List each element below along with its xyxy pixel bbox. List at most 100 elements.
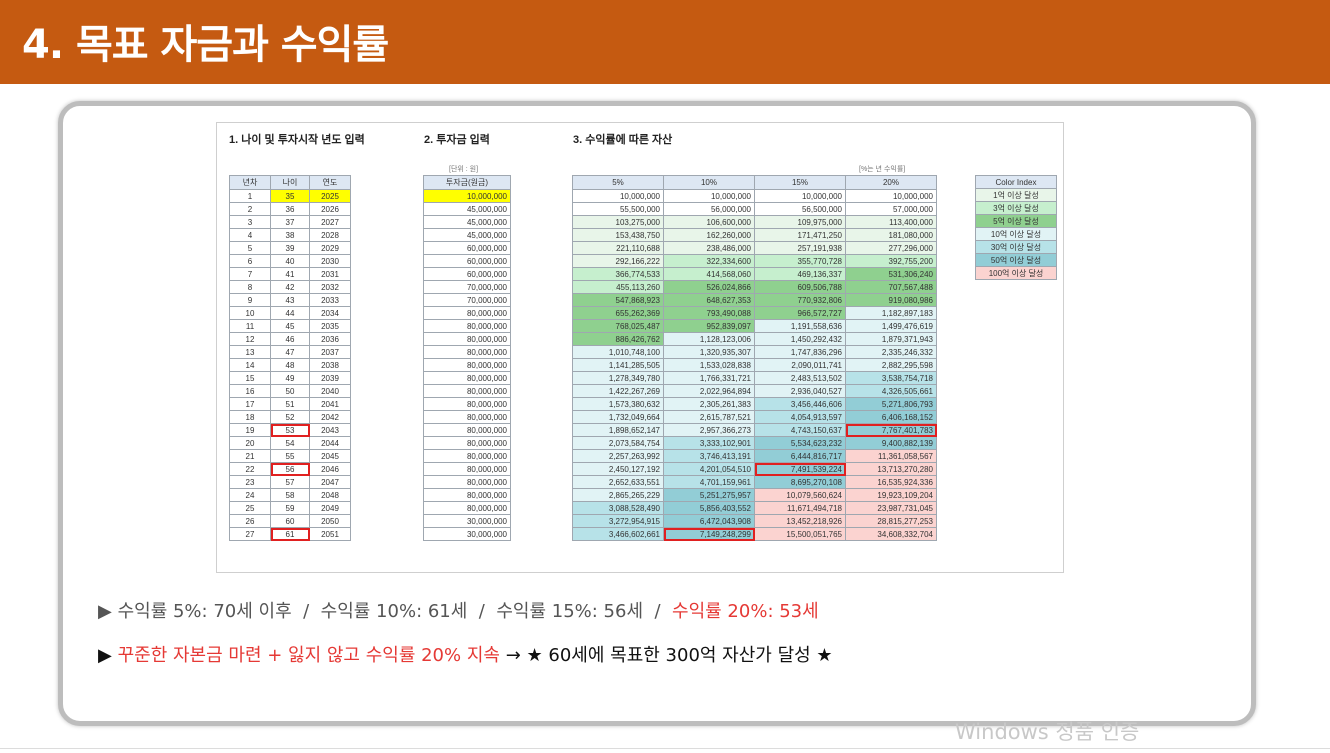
cell: 80,000,000 <box>423 462 511 476</box>
cell: 10,000,000 <box>754 189 846 203</box>
cell: 2033 <box>309 293 351 307</box>
cell: 2032 <box>309 280 351 294</box>
cell: 60,000,000 <box>423 254 511 268</box>
table-row: 80,000,000 <box>423 501 511 515</box>
cell: 25 <box>229 501 271 515</box>
cell: 4,201,054,510 <box>663 462 755 476</box>
cell: 80,000,000 <box>423 397 511 411</box>
cell: 10,000,000 <box>663 189 755 203</box>
cell: 8,695,270,108 <box>754 475 846 489</box>
section-asset-label: 3. 수익률에 따른 자산 <box>573 134 673 146</box>
cell: 80,000,000 <box>423 410 511 424</box>
cell: 80,000,000 <box>423 319 511 333</box>
table-row: 547,868,923 648,627,353 770,932,806 919,080… <box>572 293 937 307</box>
table-row: 80,000,000 <box>423 449 511 463</box>
cell: 10 <box>229 306 271 320</box>
cell: 4,743,150,637 <box>754 423 846 437</box>
cell: 2051 <box>309 527 351 541</box>
cell: 53 <box>270 423 310 437</box>
cell: 1,128,123,006 <box>663 332 755 346</box>
cell: 7 <box>229 267 271 281</box>
cell: 2 <box>229 202 271 216</box>
cell: 48 <box>270 358 310 372</box>
header-cell: 연도 <box>309 175 351 190</box>
table-row: 1,141,285,505 1,533,028,838 2,090,011,741 2… <box>572 358 937 372</box>
table-row: 1,422,267,269 2,022,964,894 2,936,040,527 4… <box>572 384 937 398</box>
cell: 2045 <box>309 449 351 463</box>
header-cell: 년차 <box>229 175 271 190</box>
table-row: 221,110,688 238,486,000 257,191,938 277,296… <box>572 241 937 255</box>
cell: 38 <box>270 228 310 242</box>
table-row: 25 59 2049 <box>229 501 351 515</box>
rate-15-result: 수익률 15%: 56세 <box>496 601 644 622</box>
header-cell: 10% <box>663 175 755 190</box>
cell: 80,000,000 <box>423 436 511 450</box>
table-row: 80,000,000 <box>423 319 511 333</box>
cell: 51 <box>270 397 310 411</box>
rate-20-result: 수익률 20%: 53세 <box>672 601 819 622</box>
cell: 2026 <box>309 202 351 216</box>
cell: 1,573,380,632 <box>572 397 664 411</box>
table-row: 24 58 2048 <box>229 488 351 502</box>
cell: 1,898,652,147 <box>572 423 664 437</box>
table-row: 80,000,000 <box>423 306 511 320</box>
windows-watermark: Windows 정품 인증 <box>955 720 1140 744</box>
table-row: 9 43 2033 <box>229 293 351 307</box>
cell: 34,608,332,704 <box>845 527 937 541</box>
cell: 655,262,369 <box>572 306 664 320</box>
cell: 9,400,882,139 <box>845 436 937 450</box>
cell: 60 <box>270 514 310 528</box>
table-row: 10 44 2034 <box>229 306 351 320</box>
cell: 3,538,754,718 <box>845 371 937 385</box>
table-row: 15 49 2039 <box>229 371 351 385</box>
cell: 12 <box>229 332 271 346</box>
cell: 10,000,000 <box>845 189 937 203</box>
table-row: 80,000,000 <box>423 475 511 489</box>
cell: 2038 <box>309 358 351 372</box>
table-row: 2,257,263,992 3,746,413,191 6,444,816,717 1… <box>572 449 937 463</box>
cell: 257,191,938 <box>754 241 846 255</box>
cell: 2029 <box>309 241 351 255</box>
table-row: 1,898,652,147 2,957,366,273 4,743,150,637 7… <box>572 423 937 437</box>
legend-item: 1억 이상 달성 <box>975 188 1057 202</box>
bullet-marker: ▶ <box>98 645 112 666</box>
cell: 27 <box>229 527 271 541</box>
cell: 469,136,337 <box>754 267 846 281</box>
cell: 80,000,000 <box>423 449 511 463</box>
cell: 60,000,000 <box>423 241 511 255</box>
summary-line-1: ▶ 수익률 5%: 70세 이후 / 수익률 10%: 61세 / 수익률 15… <box>98 597 819 623</box>
cell: 54 <box>270 436 310 450</box>
cell: 392,755,200 <box>845 254 937 268</box>
cell: 80,000,000 <box>423 488 511 502</box>
cell: 14 <box>229 358 271 372</box>
cell: 2028 <box>309 228 351 242</box>
goal-text: ★ 60세에 목표한 300억 자산가 달성 ★ <box>526 645 833 666</box>
cell: 2,073,584,754 <box>572 436 664 450</box>
cell: 277,296,000 <box>845 241 937 255</box>
cell: 531,306,240 <box>845 267 937 281</box>
cell: 80,000,000 <box>423 358 511 372</box>
cell: 7,491,539,224 <box>754 462 846 476</box>
cell: 6,472,043,908 <box>663 514 755 528</box>
cell: 2036 <box>309 332 351 346</box>
table-row: 26 60 2050 <box>229 514 351 528</box>
asset-table: 5% 10% 15% 20% 10,000,000 10,000,000 10,000,0… <box>572 175 937 541</box>
header-cell: 5% <box>572 175 664 190</box>
cell: 7,149,248,299 <box>663 527 755 541</box>
table-row: 2,073,584,754 3,333,102,901 5,534,623,232 9… <box>572 436 937 450</box>
cell: 171,471,250 <box>754 228 846 242</box>
table-row: 5 39 2029 <box>229 241 351 255</box>
table-row: 45,000,000 <box>423 202 511 216</box>
cell: 2040 <box>309 384 351 398</box>
investment-table: 투자금(원금) 10,000,000 45,000,000 45,000,000 45… <box>423 175 511 541</box>
cell: 39 <box>270 241 310 255</box>
cell: 42 <box>270 280 310 294</box>
cell: 19,923,109,204 <box>845 488 937 502</box>
table-row: 1,278,349,780 1,766,331,721 2,483,513,502 3… <box>572 371 937 385</box>
cell: 30,000,000 <box>423 527 511 541</box>
cell: 13,713,270,280 <box>845 462 937 476</box>
table-row: 10,000,000 10,000,000 10,000,000 10,000,000 <box>572 189 937 203</box>
cell: 2031 <box>309 267 351 281</box>
cell: 59 <box>270 501 310 515</box>
cell: 1,747,836,296 <box>754 345 846 359</box>
